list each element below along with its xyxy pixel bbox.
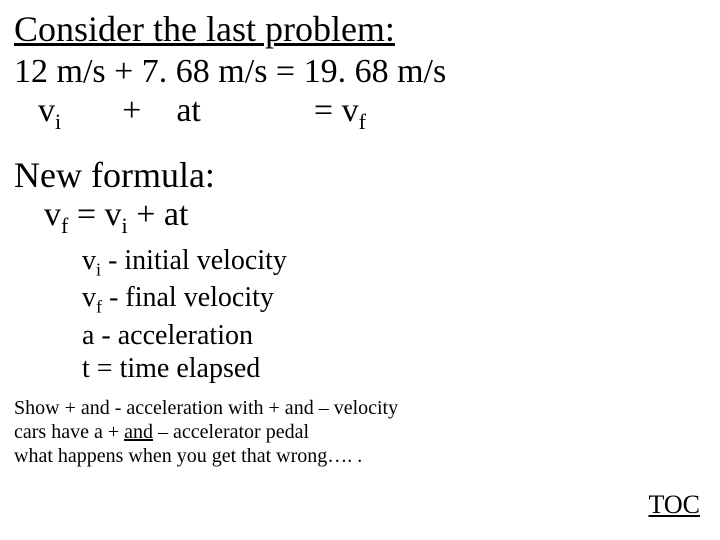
equals: = (314, 92, 333, 129)
equation-line-1: 12 m/s + 7. 68 m/s = 19. 68 m/s (14, 52, 706, 91)
vf-v: v (44, 196, 61, 233)
vi-v: v (38, 92, 55, 129)
vi-sub: i (55, 108, 61, 133)
def-t: t = time elapsed (82, 352, 706, 386)
equation-line-2: vi + at = vf (14, 91, 706, 134)
def-a: a - acceleration (82, 319, 706, 353)
def-vf: vf - final velocity (82, 281, 706, 318)
v: v (82, 245, 96, 276)
rest: - initial velocity (101, 245, 287, 276)
new-formula-label: New formula: (14, 156, 706, 196)
v: v (82, 282, 96, 313)
vf-sub: f (359, 108, 366, 133)
note-1: Show + and - acceleration with + and – v… (14, 396, 706, 420)
at: at (176, 92, 201, 129)
note-2b: and (124, 421, 153, 443)
vi-v: v (105, 196, 122, 233)
toc-link[interactable]: TOC (648, 490, 700, 520)
formula: vf = vi + at (14, 195, 706, 239)
plus-at: + at (128, 196, 189, 233)
note-2c: – accelerator pedal (153, 421, 309, 443)
note-3: what happens when you get that wrong…. . (14, 444, 706, 468)
definitions: vi - initial velocity vf - final velocit… (14, 244, 706, 386)
notes: Show + and - acceleration with + and – v… (14, 396, 706, 468)
slide-title: Consider the last problem: (14, 10, 706, 50)
note-2a: cars have a + (14, 421, 124, 443)
vf-v: v (342, 92, 359, 129)
eq: = (68, 196, 104, 233)
note-2: cars have a + and – accelerator pedal (14, 420, 706, 444)
plus: + (122, 92, 141, 129)
rest: - final velocity (102, 282, 274, 313)
def-vi: vi - initial velocity (82, 244, 706, 281)
